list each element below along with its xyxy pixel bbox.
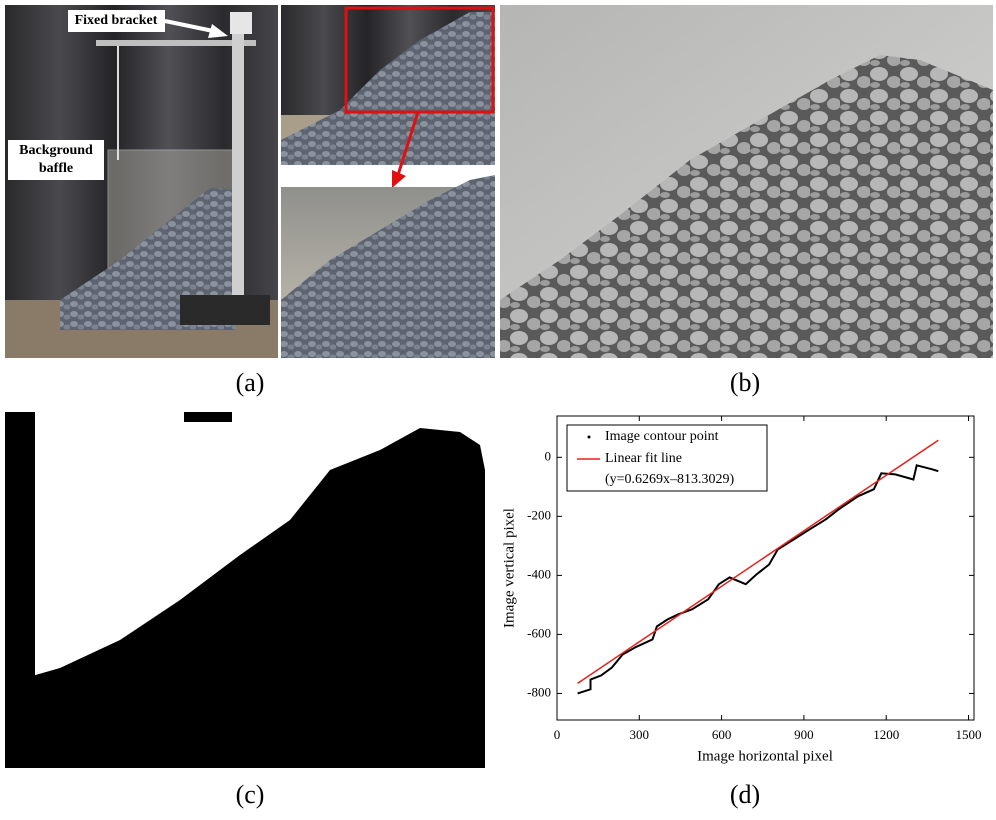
annotation: Fixed bracket [75, 13, 158, 28]
y-tick-label: -200 [527, 507, 551, 522]
x-tick-label: 0 [554, 727, 561, 742]
silhouette-c [5, 412, 485, 768]
y-tick-label: 0 [545, 448, 552, 463]
photo-inset [281, 5, 495, 358]
y-tick-label: -400 [527, 566, 551, 581]
photo-b [500, 5, 993, 358]
legend-box [566, 424, 768, 492]
x-tick-label: 1200 [873, 727, 899, 742]
data-line [577, 439, 939, 685]
chart: Image horizontal pixel Image vertical pi… [501, 415, 982, 764]
panel-label: (b) [730, 368, 760, 397]
legend-label: Image contour point [605, 429, 719, 444]
y-tick-label: -600 [527, 625, 551, 640]
x-tick-label: 1500 [956, 727, 982, 742]
x-tick-label: 600 [712, 727, 732, 742]
panel-label: (c) [236, 780, 265, 809]
panel-label: (a) [236, 368, 265, 397]
x-axis-title: Image horizontal pixel [697, 748, 833, 764]
y-tick-label: -800 [527, 684, 551, 699]
data-line [577, 464, 939, 695]
y-axis-title: Image vertical pixel [501, 508, 517, 628]
annotation: Background [19, 143, 93, 158]
panel-label: (d) [730, 780, 760, 809]
legend-label: Linear fit line [605, 451, 682, 466]
x-tick-label: 900 [794, 727, 814, 742]
annotation: baffle [39, 161, 73, 176]
legend-marker [587, 435, 591, 439]
photo-a: Fixed bracket Background baffle [5, 5, 278, 358]
plot-frame [556, 415, 975, 721]
fit-equation: (y=0.6269x–813.3029) [605, 472, 735, 487]
x-tick-label: 300 [630, 727, 650, 742]
